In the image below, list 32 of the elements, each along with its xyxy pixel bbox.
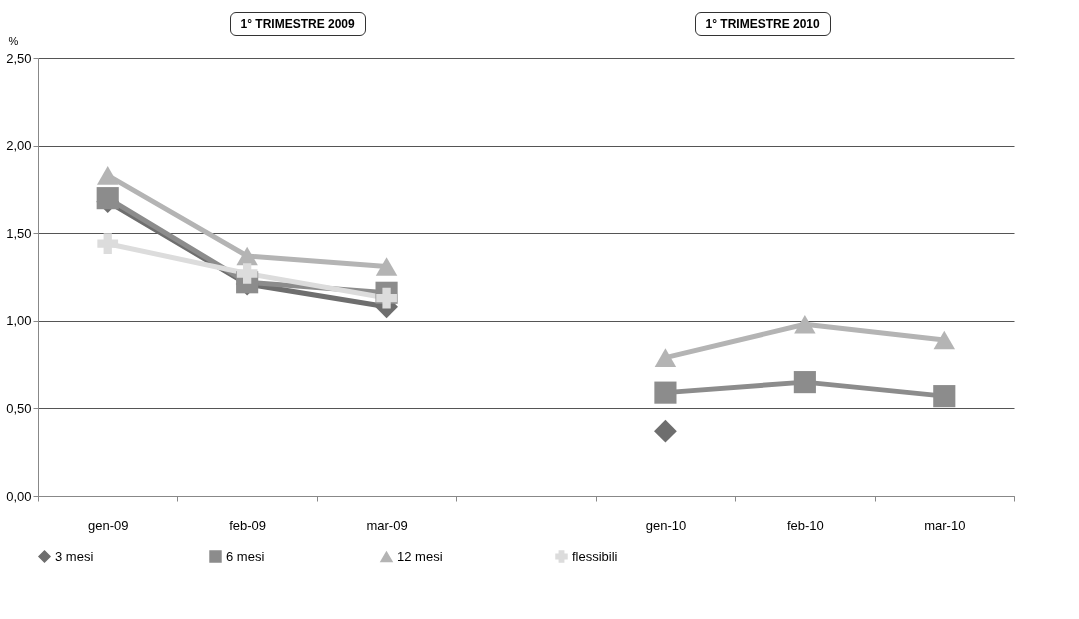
point xyxy=(97,233,119,255)
x-tick-label: gen-10 xyxy=(645,517,687,533)
point xyxy=(933,330,956,350)
y-tick-label: 0,50 xyxy=(6,400,32,416)
point xyxy=(933,385,956,408)
y-tick-label: 0,00 xyxy=(6,488,32,504)
legend-label: 12 mesi xyxy=(397,548,443,564)
y-axis-title: % xyxy=(8,34,19,47)
text: 1° TRIMESTRE 2009 xyxy=(229,12,366,36)
point xyxy=(96,166,119,185)
point xyxy=(654,381,677,404)
y-tick-label: 1,50 xyxy=(6,225,32,241)
point xyxy=(375,257,398,276)
y-tick-label: 1,00 xyxy=(6,313,32,329)
x-tick-label: mar-09 xyxy=(366,517,408,533)
point xyxy=(793,371,816,394)
legend-label: 6 mesi xyxy=(226,548,265,564)
point xyxy=(96,187,119,210)
x-tick-label: feb-09 xyxy=(229,517,267,533)
point xyxy=(794,315,816,334)
legend-label: flessibili xyxy=(572,548,618,564)
legend-label: 3 mesi xyxy=(55,548,94,564)
point xyxy=(654,348,677,367)
y-tick-label: 2,50 xyxy=(6,50,32,66)
point xyxy=(236,263,258,284)
x-tick-label: gen-09 xyxy=(87,517,129,533)
text: 1° TRIMESTRE 2010 xyxy=(694,12,831,36)
y-tick-label: 2,00 xyxy=(6,138,32,154)
point xyxy=(376,287,397,309)
x-tick-label: mar-10 xyxy=(924,517,966,533)
point xyxy=(654,419,677,443)
x-tick-label: feb-10 xyxy=(786,517,824,533)
